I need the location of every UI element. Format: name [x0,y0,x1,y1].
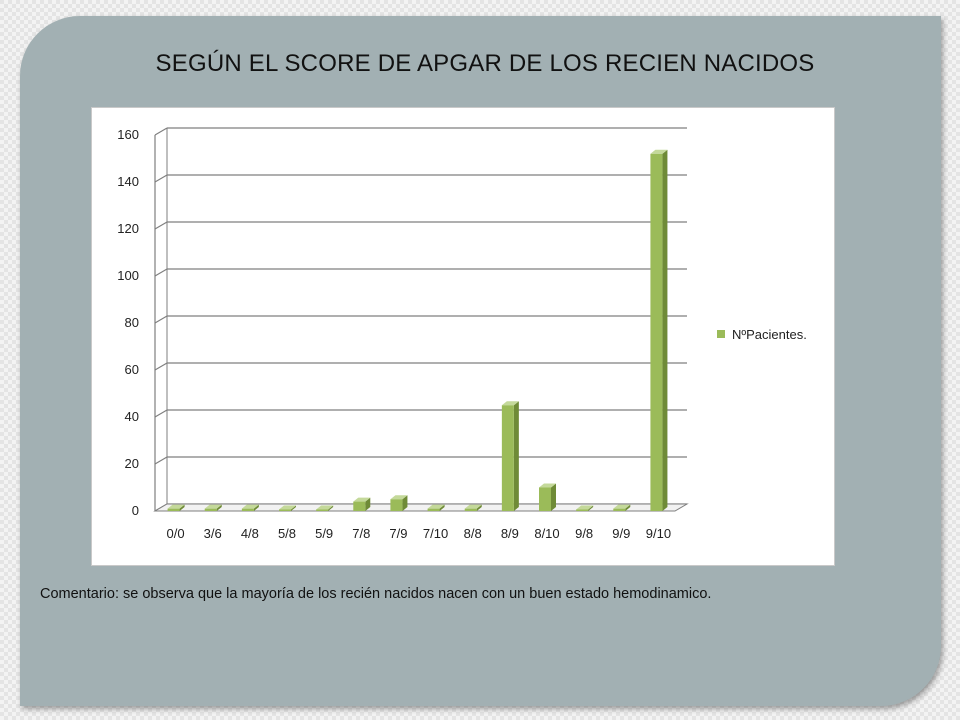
y-tick-label: 20 [125,456,139,471]
bar [501,405,514,511]
bar-top [650,149,668,154]
bar [204,508,217,511]
bar [650,153,663,512]
x-tick-label: 8/10 [534,526,559,541]
legend-swatch [717,330,725,338]
x-tick-label: 8/8 [464,526,482,541]
bar-top [576,505,594,510]
y-tick-label: 60 [125,362,139,377]
bar [279,509,291,511]
bar [427,508,440,511]
gridline-connector [154,409,168,418]
bar [539,487,551,511]
x-tick-label: 8/9 [501,526,519,541]
comment-text: Comentario: se observa que la mayoría de… [40,586,712,602]
gridline-connector [154,221,168,230]
legend-label: NºPacientes. [732,327,807,342]
bar-side [253,504,259,511]
bar-top [167,504,185,509]
gridline-connector [154,174,168,183]
bar-top [464,504,482,509]
bar-chart: 0 20 40 60 80 100 120 140 160 0/0 3/6 4/8 5/8 5/9 7/8 7… [117,127,807,541]
bar-top [501,401,519,406]
bar-side [179,504,185,511]
bar [390,499,403,511]
y-tick-label: 0 [132,503,139,518]
bar-top [539,483,556,488]
bar-side [625,504,631,511]
bar-top [353,497,371,502]
bar [576,509,589,511]
x-tick-label: 3/6 [204,526,222,541]
bar-side [365,497,371,511]
bar-top [427,504,445,509]
x-tick-label: 7/9 [389,526,407,541]
bar-top [613,504,631,509]
bar [353,501,366,511]
gridline-connector [154,315,168,324]
y-tick-label: 160 [117,127,139,142]
bar-side [551,483,556,511]
x-tick-label: 0/0 [167,526,185,541]
chart-container: 0 20 40 60 80 100 120 140 160 0/0 3/6 4/8 5/8 5/9 7/8 7… [91,107,835,566]
slide-title: SEGÚN EL SCORE DE APGAR DE LOS RECIEN NA… [155,50,815,77]
gridline-connector [154,362,168,371]
y-tick-label: 80 [125,315,139,330]
gridline-connector [154,456,168,465]
bar-side [402,495,408,511]
bar [241,508,254,511]
bar-top [204,504,222,509]
bar-side [513,401,519,511]
gridline-connector [154,268,168,277]
chart-floor [153,503,689,512]
y-tick-label: 100 [117,268,139,283]
x-tick-label: 9/9 [612,526,630,541]
y-tick-label: 140 [117,174,139,189]
bar-side [291,505,296,511]
x-tick-label: 7/8 [352,526,370,541]
bar-side [439,504,445,511]
bar [316,509,329,511]
x-tick-label: 5/8 [278,526,296,541]
bar-top [241,504,259,509]
bar-top [390,495,408,500]
bar-top [316,505,334,510]
y-tick-label: 120 [117,221,139,236]
x-tick-label: 9/8 [575,526,593,541]
bar [464,508,477,511]
bar-side [588,505,594,511]
gridline-connector [154,127,168,136]
bar-side [662,149,668,512]
bar-side [328,505,334,511]
y-tick-label: 40 [125,409,139,424]
x-tick-label: 4/8 [241,526,259,541]
x-tick-label: 9/10 [646,526,671,541]
bar-side [476,504,482,511]
bar-top [279,505,296,510]
bar-side [216,504,222,511]
x-tick-label: 5/9 [315,526,333,541]
x-tick-label: 7/10 [423,526,448,541]
bar [613,508,626,511]
bar [167,508,180,511]
